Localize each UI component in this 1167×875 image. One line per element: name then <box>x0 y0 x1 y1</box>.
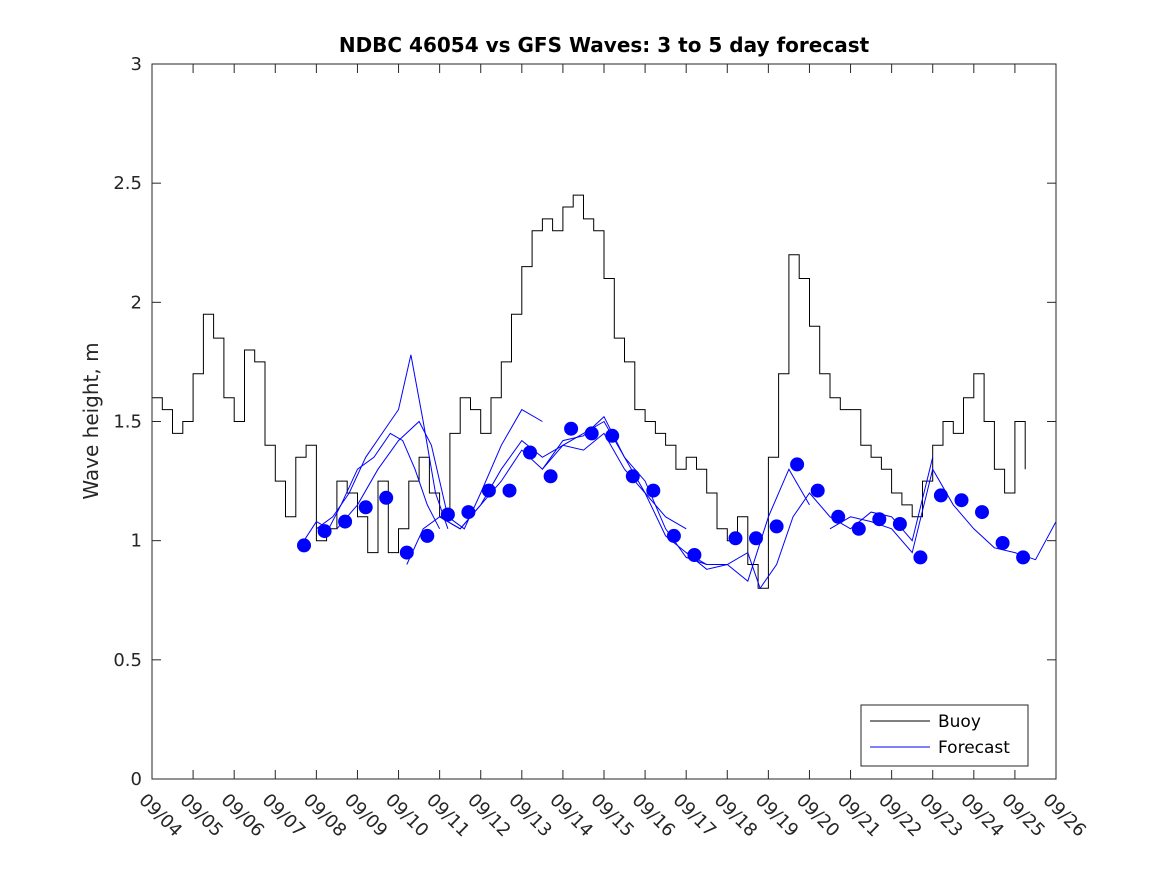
forecast-point <box>646 483 661 498</box>
y-tick-label: 1 <box>131 531 142 552</box>
forecast-point <box>379 490 394 505</box>
y-tick-label: 2 <box>131 292 142 313</box>
y-tick-labels: 0 0.5 1 1.5 2 2.5 3 <box>113 54 142 790</box>
forecast-point <box>625 469 640 484</box>
forecast-run-line <box>685 457 934 590</box>
y-tick-label: 0.5 <box>113 650 142 671</box>
forecast-point <box>399 545 414 560</box>
forecast-point <box>358 500 373 515</box>
forecast-point <box>810 483 825 498</box>
forecast-point <box>769 519 784 534</box>
forecast-series <box>303 354 1056 590</box>
forecast-point <box>481 483 496 498</box>
legend-box <box>860 704 1029 767</box>
forecast-point <box>502 483 517 498</box>
y-axis-title: Wave height, m <box>79 342 103 499</box>
forecast-point <box>995 536 1010 550</box>
forecast-point <box>461 505 476 520</box>
y-tick-label: 1.5 <box>113 412 142 433</box>
forecast-point <box>749 531 763 546</box>
forecast-point <box>297 538 311 553</box>
forecast-run-line <box>316 354 449 530</box>
forecast-point <box>790 457 805 472</box>
y-tick-label: 0 <box>131 769 142 790</box>
legend-forecast-label: Forecast <box>938 738 1010 758</box>
forecast-point <box>338 514 353 529</box>
forecast-point <box>440 507 455 522</box>
legend-buoy-label: Buoy <box>938 712 981 732</box>
forecast-run-line <box>336 408 543 530</box>
buoy-series <box>152 194 1026 589</box>
chart-title: NDBC 46054 vs GFS Waves: 3 to 5 day fore… <box>339 33 870 57</box>
forecast-point <box>851 521 866 536</box>
forecast-point <box>317 524 332 539</box>
forecast-point <box>543 469 558 484</box>
forecast-point <box>933 488 948 503</box>
axis-ticks <box>151 63 1057 780</box>
forecast-point <box>523 445 537 460</box>
forecast-point <box>564 421 579 436</box>
y-tick-label: 2.5 <box>113 173 142 194</box>
legend: Buoy Forecast <box>860 704 1029 767</box>
forecast-point <box>831 509 846 524</box>
forecast-points <box>297 421 1031 565</box>
forecast-point <box>975 505 989 520</box>
forecast-point <box>605 428 620 443</box>
buoy-line <box>152 194 1026 589</box>
forecast-point <box>872 512 887 527</box>
forecast-point <box>1016 550 1031 565</box>
forecast-point <box>666 528 681 543</box>
y-tick-label: 3 <box>131 54 142 75</box>
forecast-point <box>728 531 743 546</box>
forecast-point <box>913 550 928 565</box>
forecast-point <box>687 548 702 562</box>
forecast-point <box>954 493 969 508</box>
forecast-point <box>420 528 435 543</box>
forecast-point <box>584 426 599 441</box>
forecast-point <box>892 517 907 531</box>
